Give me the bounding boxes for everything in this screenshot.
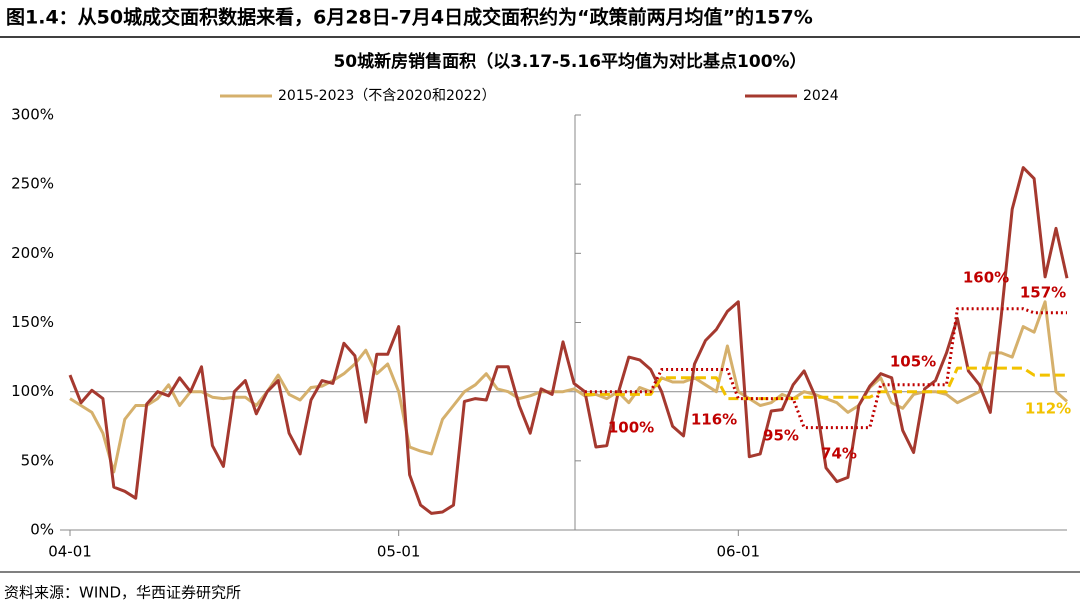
header-title: 图1.4：从50城成交面积数据来看，6月28日-7月4日成交面积约为“政策前两月… bbox=[6, 6, 813, 29]
series-line bbox=[584, 366, 1067, 401]
annotation: 105% bbox=[890, 353, 936, 371]
legend-label: 2024 bbox=[803, 88, 839, 104]
x-tick-label: 06-01 bbox=[717, 543, 761, 561]
annotation: 157% bbox=[1020, 284, 1066, 302]
series-line bbox=[69, 300, 1068, 474]
x-tick-label: 04-01 bbox=[48, 543, 92, 561]
y-tick-label: 250% bbox=[11, 175, 54, 193]
y-tick-label: 300% bbox=[11, 106, 54, 124]
y-tick-label: 100% bbox=[11, 382, 54, 400]
legend-label: 2015-2023（不含2020和2022） bbox=[278, 88, 496, 104]
y-tick-label: 150% bbox=[11, 313, 54, 331]
source: 资料来源：WIND，华西证券研究所 bbox=[4, 584, 241, 602]
annotation: 95% bbox=[763, 427, 799, 445]
annotation: 160% bbox=[963, 269, 1009, 287]
annotation: 74% bbox=[821, 445, 857, 463]
x-tick-label: 05-01 bbox=[377, 543, 421, 561]
y-tick-label: 50% bbox=[21, 451, 54, 469]
annotation: 112% bbox=[1025, 400, 1071, 418]
y-tick-label: 200% bbox=[11, 244, 54, 262]
annotation: 116% bbox=[691, 411, 737, 429]
series-line bbox=[584, 307, 1067, 430]
chart-title: 50城新房销售面积（以3.17-5.16平均值为对比基点100%） bbox=[333, 51, 806, 72]
series-line bbox=[68, 166, 1069, 515]
y-tick-label: 0% bbox=[30, 521, 54, 539]
annotation: 100% bbox=[608, 419, 654, 437]
